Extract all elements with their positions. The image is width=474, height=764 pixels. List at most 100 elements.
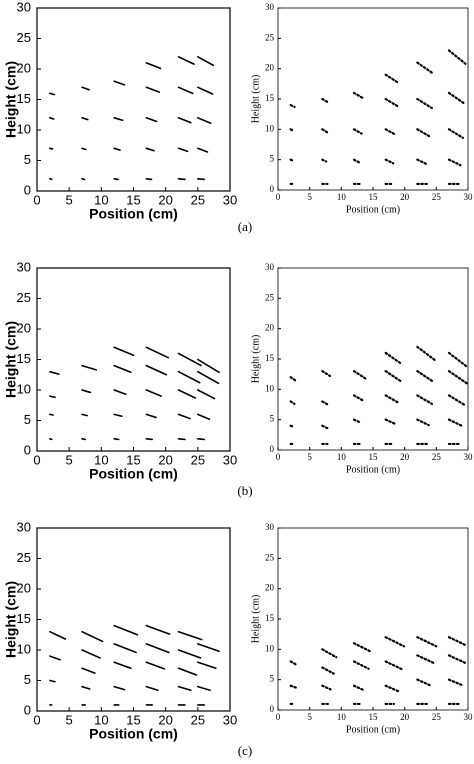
vector [384,418,397,426]
tick-label: 5 [66,712,73,727]
axis-label: Position (cm) [89,466,178,482]
tick-label: 0 [24,442,31,457]
vector [416,128,432,138]
vector [177,685,192,692]
vector [145,346,170,359]
vector [197,389,216,400]
vector [416,158,429,166]
tick-label: 20 [17,580,31,595]
vector [197,661,217,670]
vector [113,624,139,636]
vector [384,73,401,85]
vector [321,424,329,430]
tick-label: 15 [126,712,140,727]
vector [384,684,400,693]
vector [197,358,220,374]
tick-label: 25 [265,552,275,562]
vector [384,128,397,136]
tick-label: 10 [17,381,31,396]
tick-label: 10 [94,192,108,207]
vector [384,97,399,108]
caption: (c) [238,743,252,758]
tick-label: 20 [400,452,410,462]
vector [177,370,201,384]
right-panel: 0 5 10 15 20 25 30 0 5 10 15 20 25 30 Position (cm) Hei… [250,262,473,475]
tick-label: 5 [307,452,312,462]
tick-label: 10 [265,123,275,133]
plot-frame [36,527,231,712]
tick-label: 25 [17,30,31,45]
vector [81,413,88,417]
vector [352,418,363,424]
vector [177,649,202,659]
vector [177,389,197,399]
vector [197,413,211,421]
vector [81,685,91,690]
left-panel: 0 5 10 15 20 25 30 0 5 10 15 20 25 30 Position (cm) Hei… [3,0,238,222]
tick-label: 30 [223,712,237,727]
axis-label: Height (cm) [250,335,261,384]
tick-label: 20 [158,712,172,727]
axis-label: Height (cm) [250,75,261,124]
plot-frame [277,527,469,711]
tick-label: 15 [126,452,140,467]
vector [416,61,435,75]
vector [177,147,189,153]
vector [352,158,361,164]
right-panel: 0 5 10 15 20 25 30 0 5 10 15 20 25 30 Position (cm) Hei… [250,522,473,735]
tick-label: 10 [94,712,108,727]
tick-label: 25 [432,452,442,462]
tick-label: 15 [265,353,275,363]
vector [145,389,162,397]
vector [177,630,203,641]
vector [81,117,89,121]
vector [384,660,404,671]
tick-label: 30 [17,259,31,274]
vector [447,370,468,385]
tick-label: 0 [276,452,281,462]
vector [352,370,367,380]
vector [145,413,157,419]
tick-label: 0 [270,704,275,714]
vector [145,86,161,93]
vector [321,370,332,378]
vector [197,117,212,125]
vector [113,80,126,86]
tick-label: 25 [17,290,31,305]
tick-label: 10 [17,641,31,656]
tick-label: 0 [33,452,40,467]
vector [197,437,206,441]
tick-label: 15 [265,93,275,103]
vector [81,667,96,674]
vector [289,424,295,429]
vector [145,437,153,441]
vector [145,147,155,152]
tick-label: 5 [66,452,73,467]
tick-label: 15 [17,91,31,106]
vector [113,661,132,670]
vector [416,654,436,665]
tick-label: 0 [276,192,281,202]
tick-label: 0 [33,712,40,727]
tick-label: 30 [265,262,275,272]
vector [113,178,119,181]
tick-label: 15 [369,712,379,722]
tick-label: 25 [265,32,275,42]
vector [197,370,220,385]
axis-label: Position (cm) [89,206,178,222]
vector [49,437,53,441]
vector [321,666,335,675]
vector [49,395,56,399]
tick-label: 5 [66,192,73,207]
vector [352,128,363,135]
tick-label: 30 [17,519,31,534]
vector [352,394,365,402]
tick-label: 5 [24,412,31,427]
vector [197,685,211,692]
vector [113,413,123,418]
vector [416,370,435,384]
tick-label: 5 [270,154,275,164]
tick-label: 20 [17,60,31,75]
tick-label: 20 [265,323,275,333]
